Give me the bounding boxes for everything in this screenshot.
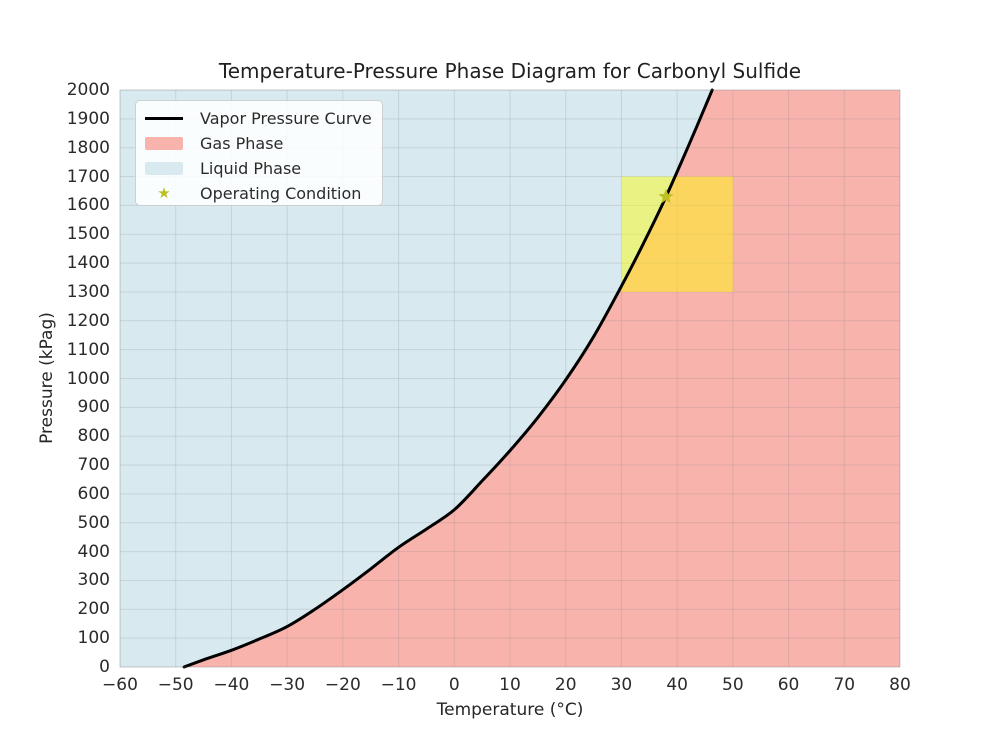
y-tick-label: 1300 xyxy=(66,281,110,302)
legend-item-label: Vapor Pressure Curve xyxy=(200,109,372,128)
y-tick-label: 1700 xyxy=(66,166,110,187)
y-tick-label: 700 xyxy=(77,455,110,476)
y-tick-label: 1400 xyxy=(66,253,110,274)
y-tick-label: 200 xyxy=(77,599,110,620)
legend-item: Liquid Phase xyxy=(145,156,382,181)
legend-item: Vapor Pressure Curve xyxy=(145,106,382,131)
chart-title: Temperature-Pressure Phase Diagram for C… xyxy=(218,59,802,83)
y-tick-label: 1600 xyxy=(66,195,110,216)
x-tick-label: 80 xyxy=(889,675,911,695)
y-tick-label: 400 xyxy=(77,541,110,562)
y-tick-label: 800 xyxy=(77,426,110,447)
x-tick-label: 40 xyxy=(666,675,688,695)
legend-box: Vapor Pressure Curve Gas Phase Liquid Phas… xyxy=(135,100,383,206)
gas-patch-icon xyxy=(145,137,183,150)
legend-item-label: Gas Phase xyxy=(200,134,284,153)
legend-item: Gas Phase xyxy=(145,131,382,156)
x-tick-label: −20 xyxy=(324,675,361,695)
x-tick-label: 50 xyxy=(722,675,744,695)
x-tick-label: −60 xyxy=(102,675,138,695)
gas-phase-region xyxy=(184,90,901,667)
x-tick-label: 0 xyxy=(448,675,460,695)
y-tick-label: 1100 xyxy=(66,339,110,360)
y-tick-label: 1500 xyxy=(66,224,110,245)
x-tick-label: 30 xyxy=(610,675,633,695)
legend-item-label: Liquid Phase xyxy=(200,159,302,178)
x-tick-label: −30 xyxy=(269,675,306,695)
x-axis-label: Temperature (°C) xyxy=(436,700,584,720)
legend-item-label: Operating Condition xyxy=(200,184,362,203)
legend-line-swatch xyxy=(145,117,183,120)
x-tick-label: 20 xyxy=(554,675,577,695)
curve-sample-icon xyxy=(145,117,183,120)
x-tick-label: −40 xyxy=(213,675,250,695)
x-tick-label: −50 xyxy=(157,675,194,695)
y-tick-label: 1000 xyxy=(66,368,110,389)
y-tick-label: 2000 xyxy=(66,80,110,100)
operating-window xyxy=(621,176,733,292)
x-tick-label: 60 xyxy=(777,675,800,695)
x-tick-label: 70 xyxy=(833,675,856,695)
liquid-patch-icon xyxy=(145,162,183,175)
legend-item: ★ Operating Condition xyxy=(145,181,382,206)
star-icon: ★ xyxy=(157,184,171,202)
legend-star-swatch: ★ xyxy=(145,186,183,201)
y-tick-label: 100 xyxy=(77,628,110,649)
x-tick-label: 10 xyxy=(499,675,521,695)
y-tick-label: 1200 xyxy=(66,310,110,331)
y-tick-label: 600 xyxy=(77,483,110,504)
plot-border xyxy=(119,89,901,668)
y-tick-label: 1900 xyxy=(66,108,110,129)
y-tick-label: 0 xyxy=(99,657,110,677)
legend-patch-swatch xyxy=(145,137,183,150)
operating-condition-star xyxy=(658,188,674,204)
y-tick-label: 900 xyxy=(77,397,110,418)
vapor-pressure-curve xyxy=(182,88,714,669)
x-tick-label: −10 xyxy=(380,675,417,695)
y-tick-label: 500 xyxy=(77,512,110,533)
y-axis-label: Pressure (kPag) xyxy=(37,312,57,444)
y-tick-label: 1800 xyxy=(66,137,110,158)
legend-patch-swatch xyxy=(145,162,183,175)
y-tick-label: 300 xyxy=(77,570,110,591)
